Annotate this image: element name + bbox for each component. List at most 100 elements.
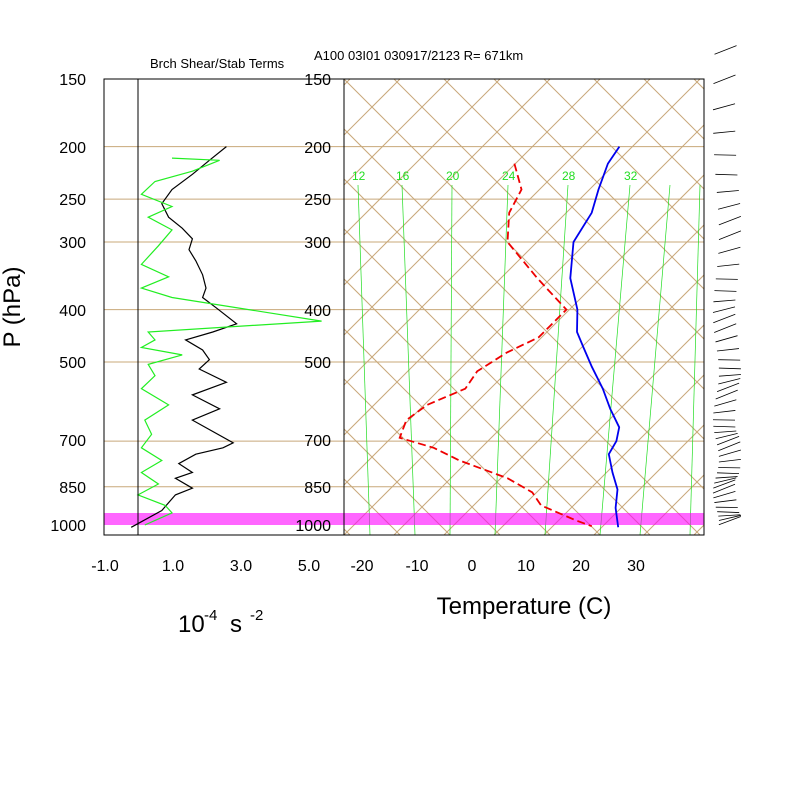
isotherm-line	[0, 79, 200, 535]
left-x-tick-labels: -1.0 1.0 3.0 5.0	[91, 558, 320, 575]
wind-barb	[717, 263, 740, 267]
dry-adiabat-line	[344, 328, 551, 535]
mixing-ratio-line	[357, 184, 371, 535]
pressure-tick-label: 250	[304, 192, 331, 209]
mixing-ratio-line	[599, 184, 631, 535]
right-panel-title: A100 03I01 030917/2123 R= 671km	[314, 48, 523, 63]
dry-adiabat-line	[0, 79, 200, 535]
wind-barb	[713, 313, 736, 324]
wind-barb	[718, 516, 742, 526]
left-panel-gridlines	[104, 146, 704, 488]
mixing-ratio-label: 24	[502, 169, 516, 183]
mixing-ratio-line	[449, 184, 453, 535]
pressure-tick-label: 300	[59, 235, 86, 252]
pressure-tick-label: 200	[59, 140, 86, 157]
wind-barb	[718, 246, 741, 254]
dry-adiabat-line	[0, 79, 250, 535]
pressure-tick-label: 400	[59, 303, 86, 320]
dry-adiabat-line	[344, 79, 704, 440]
pressure-tick-label: 850	[304, 480, 331, 497]
isotherm-line	[543, 374, 704, 535]
wind-barb	[713, 490, 736, 499]
pressure-tick-label: 150	[304, 72, 331, 89]
mixing-ratio-label: 28	[562, 169, 576, 183]
pressure-tick-label: 500	[304, 355, 331, 372]
temp-x-tick-label: 10	[517, 558, 535, 575]
stability-term-line	[136, 157, 322, 526]
wind-barb	[714, 477, 737, 484]
dry-adiabat-line	[344, 378, 501, 535]
dry-adiabat-line	[593, 79, 704, 190]
left-x-axis-label: 10 -4 s -2	[178, 607, 263, 638]
pressure-tick-label: 1000	[50, 518, 86, 535]
dry-adiabat-line	[493, 79, 704, 290]
temp-x-tick-labels: -20 -10 0 10 20 30	[350, 558, 645, 575]
wind-barb	[712, 483, 736, 494]
pressure-tick-label: 500	[59, 355, 86, 372]
isotherm-line	[344, 79, 551, 286]
wind-barb	[718, 514, 742, 521]
wind-barb	[718, 367, 741, 370]
dry-adiabat-line	[344, 428, 451, 535]
dry-adiabat-line	[344, 278, 601, 535]
isotherm-line	[744, 79, 800, 535]
mixing-ratio-lines	[357, 184, 701, 535]
dewpoint-line	[398, 163, 593, 528]
wind-barb	[717, 511, 740, 513]
temp-x-tick-label: 20	[572, 558, 590, 575]
wind-barb	[714, 499, 737, 503]
wind-barb	[716, 348, 740, 352]
temp-x-tick-label: 30	[627, 558, 645, 575]
pressure-tick-label: 1000	[295, 518, 331, 535]
temperature-axis-label: Temperature (C)	[437, 593, 612, 620]
pressure-tick-label: 400	[304, 303, 331, 320]
wind-barb	[718, 449, 742, 457]
temp-x-tick-label: -20	[350, 558, 373, 575]
wind-barb	[714, 290, 737, 292]
wind-barb	[714, 45, 737, 55]
units-exponent: -4	[204, 607, 217, 624]
wind-barb	[712, 306, 736, 313]
mixing-ratio-label: 16	[396, 169, 410, 183]
pressure-tick-label: 300	[304, 235, 331, 252]
mixing-ratio-line	[401, 184, 416, 535]
wind-barb	[715, 432, 738, 440]
mixing-ratio-labels: 12 16 20 24 28 32	[352, 169, 638, 183]
pressure-tick-label: 700	[59, 433, 86, 450]
wind-barb	[712, 103, 736, 111]
wind-barb	[716, 190, 739, 193]
isotherm-dry-adiabat-lines	[0, 79, 800, 535]
dry-adiabat-line	[643, 79, 704, 140]
dry-adiabat-line	[744, 79, 800, 535]
wind-barb	[718, 230, 742, 240]
isotherm-line	[493, 324, 704, 535]
wind-barb	[713, 299, 736, 303]
units-base: 10	[178, 611, 205, 638]
left-x-tick-label: 5.0	[298, 558, 320, 575]
units-seconds-exponent: -2	[250, 607, 263, 624]
pressure-tick-label: 850	[59, 480, 86, 497]
wind-barb	[713, 130, 736, 134]
isotherm-line	[344, 79, 501, 236]
wind-barb	[714, 399, 737, 407]
wind-barbs	[712, 45, 742, 526]
wind-barb	[713, 479, 736, 489]
wind-barb	[713, 425, 736, 428]
dry-adiabat-line	[344, 128, 704, 490]
wind-barb	[718, 441, 741, 452]
mixing-ratio-label: 20	[446, 169, 460, 183]
wind-barb	[714, 154, 737, 156]
mixing-ratio-label: 12	[352, 169, 366, 183]
dry-adiabat-line	[693, 79, 704, 90]
y-axis-label: P (hPa)	[0, 267, 26, 348]
mixing-ratio-line	[544, 184, 569, 535]
mixing-ratio-label: 32	[624, 169, 638, 183]
pressure-tick-label: 150	[59, 72, 86, 89]
dry-adiabat-line	[393, 79, 704, 390]
isotherm-line	[344, 79, 451, 186]
pressure-tick-label: 200	[304, 140, 331, 157]
dry-adiabat-line	[344, 228, 651, 535]
isotherm-line	[344, 79, 351, 86]
wind-barb	[715, 173, 738, 176]
